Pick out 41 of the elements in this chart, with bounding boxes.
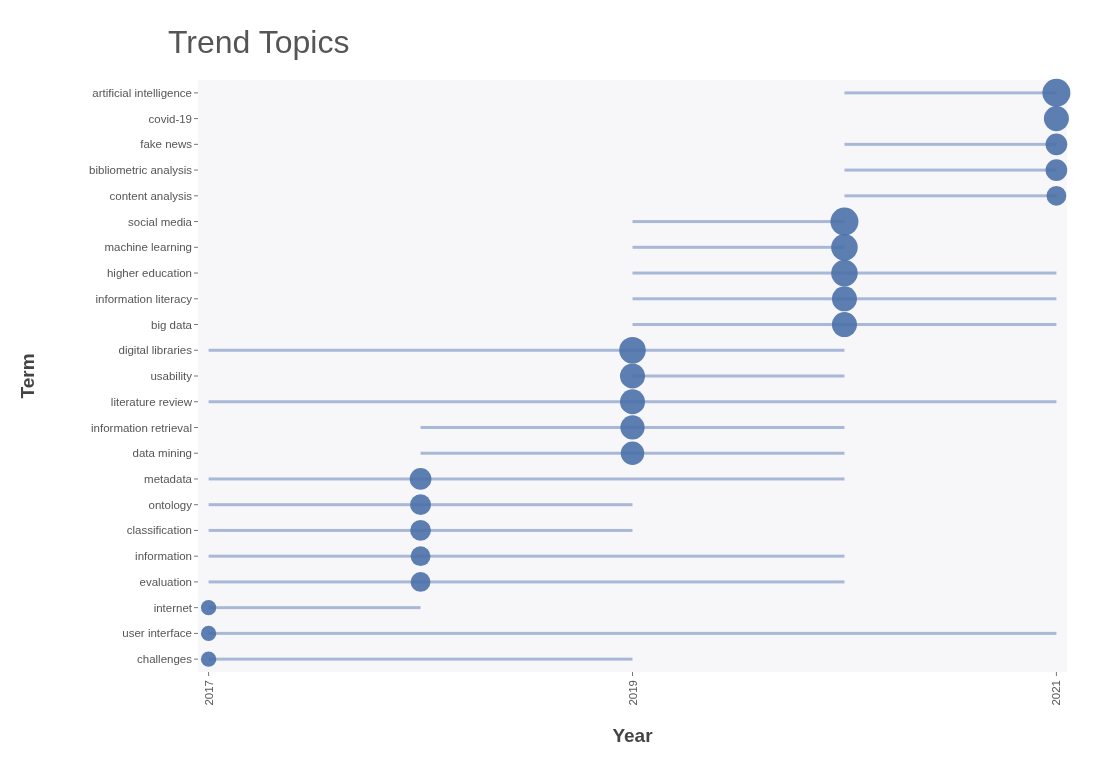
chart-title: Trend Topics <box>168 24 350 60</box>
y-tick-label: user interface <box>122 627 192 640</box>
x-axis-title: Year <box>612 725 654 746</box>
y-tick-label: covid-19 <box>148 112 192 125</box>
bar <box>632 323 1057 327</box>
y-tick-label: internet <box>153 601 193 614</box>
y-tick-label: big data <box>151 318 193 331</box>
y-tick-label: information retrieval <box>91 421 192 434</box>
y-tick-label: content analysis <box>109 189 193 202</box>
y-tick-label: information <box>135 550 192 563</box>
bar <box>208 348 845 352</box>
x-tick-label: 2019 <box>626 680 639 706</box>
y-tick-label: information literacy <box>95 292 193 305</box>
bar <box>208 477 845 481</box>
y-tick-label: usability <box>150 370 193 383</box>
bar <box>208 528 633 532</box>
bar <box>208 503 633 507</box>
y-axis-title: Term <box>17 353 38 399</box>
bar <box>420 425 845 429</box>
x-tick-label: 2017 <box>202 680 215 706</box>
y-tick-label: machine learning <box>104 241 192 254</box>
y-tick-label: metadata <box>144 472 193 485</box>
y-tick-label: ontology <box>148 498 193 511</box>
y-tick-label: social media <box>128 215 193 228</box>
bar <box>208 400 1057 404</box>
x-tick-label: 2021 <box>1050 680 1063 706</box>
bar <box>208 554 845 558</box>
y-tick-label: fake news <box>140 138 193 151</box>
y-tick-label: classification <box>126 524 192 537</box>
y-tick-label: challenges <box>137 653 193 666</box>
y-tick-label: digital libraries <box>118 344 193 357</box>
bar <box>632 271 1057 275</box>
y-tick-label: data mining <box>132 447 192 460</box>
y-tick-label: bibliometric analysis <box>89 164 193 177</box>
bar <box>632 297 1057 301</box>
y-tick-label: higher education <box>106 267 192 280</box>
y-tick-label: evaluation <box>139 575 192 588</box>
bar <box>420 451 845 455</box>
bar <box>208 580 845 584</box>
y-tick-label: artificial intelligence <box>92 86 192 99</box>
y-tick-label: literature review <box>110 395 193 408</box>
